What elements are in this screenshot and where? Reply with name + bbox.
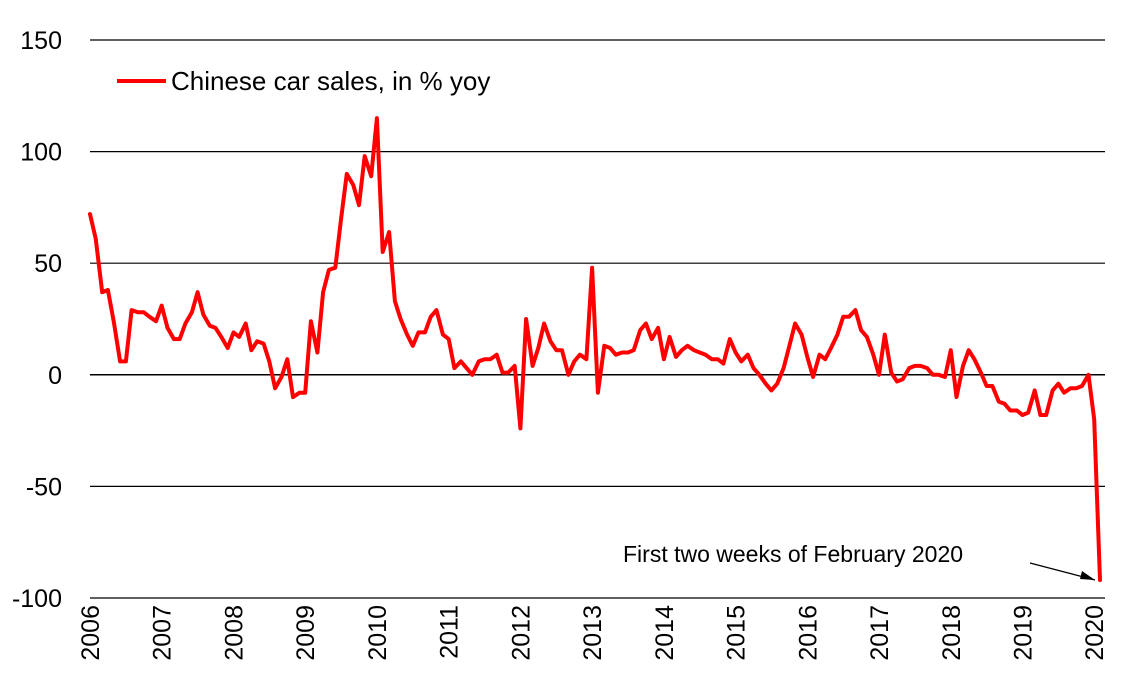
y-tick-label: 0 xyxy=(48,362,62,390)
x-tick-label: 2009 xyxy=(292,605,320,661)
x-tick-label: 2015 xyxy=(723,605,751,661)
x-tick-label: 2006 xyxy=(77,605,105,661)
y-tick-label: 150 xyxy=(20,27,62,55)
x-tick-label: 2012 xyxy=(507,605,535,661)
x-tick-label: 2020 xyxy=(1081,605,1109,661)
annotation-text: First two weeks of February 2020 xyxy=(623,541,963,567)
x-tick-label: 2008 xyxy=(220,605,248,661)
x-tick-label: 2016 xyxy=(794,605,822,661)
legend: Chinese car sales, in % yoy xyxy=(117,66,490,96)
annotation: First two weeks of February 2020 xyxy=(623,541,1096,581)
x-tick-label: 2019 xyxy=(1010,605,1038,661)
y-tick-label: -100 xyxy=(12,585,62,613)
series-group xyxy=(88,116,1102,583)
y-axis-tick-labels: 150 100 50 0 -50 -100 xyxy=(12,27,62,613)
y-tick-label: 50 xyxy=(34,250,62,278)
gridlines xyxy=(90,39,1105,599)
y-tick-label: 100 xyxy=(20,139,62,167)
x-tick-label: 2013 xyxy=(579,605,607,661)
series-line xyxy=(88,116,1102,583)
x-tick-label: 2007 xyxy=(149,605,177,661)
x-tick-label: 2011 xyxy=(436,605,464,659)
x-tick-label: 2018 xyxy=(938,605,966,661)
x-tick-label: 2014 xyxy=(651,605,679,661)
x-axis-tick-labels: 2006 2007 2008 2009 2010 2011 2012 2013 2014 2015… xyxy=(77,605,1109,661)
y-tick-label: -50 xyxy=(26,473,62,501)
x-tick-label: 2010 xyxy=(364,605,392,661)
annotation-arrowhead xyxy=(1080,571,1095,580)
x-tick-label: 2017 xyxy=(866,605,894,661)
legend-label: Chinese car sales, in % yoy xyxy=(171,66,490,96)
